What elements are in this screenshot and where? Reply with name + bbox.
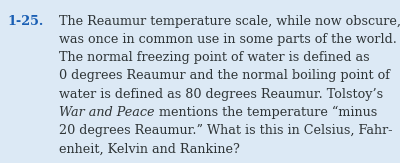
Text: 20 degrees Reaumur.” What is this in Celsius, Fahr-: 20 degrees Reaumur.” What is this in Cel… [59,124,393,137]
Text: enheit, Kelvin and Rankine?: enheit, Kelvin and Rankine? [59,142,240,156]
Text: mentions the temperature “minus: mentions the temperature “minus [155,106,377,119]
Text: The Reaumur temperature scale, while now obscure,: The Reaumur temperature scale, while now… [59,15,400,28]
Text: The normal freezing point of water is defined as: The normal freezing point of water is de… [59,51,370,64]
Text: water is defined as 80 degrees Reaumur. Tolstoy’s: water is defined as 80 degrees Reaumur. … [59,88,383,101]
Text: 0 degrees Reaumur and the normal boiling point of: 0 degrees Reaumur and the normal boiling… [59,69,390,82]
Text: was once in common use in some parts of the world.: was once in common use in some parts of … [59,33,397,46]
Text: 1-25.: 1-25. [7,15,44,28]
Text: War and Peace: War and Peace [59,106,155,119]
